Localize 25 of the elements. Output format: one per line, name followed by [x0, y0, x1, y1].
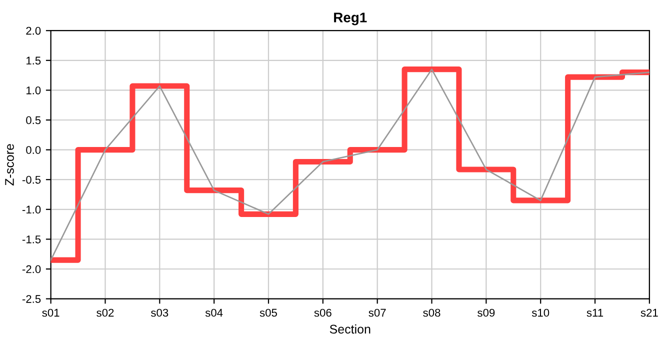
x-tick-label: s05	[260, 308, 277, 317]
x-tick-label: s03	[151, 308, 168, 317]
x-tick-label: s01	[42, 308, 60, 317]
y-tick-label: 2.0	[26, 26, 41, 35]
y-tick-label: -1.5	[22, 236, 41, 244]
chart-title: Reg1	[334, 12, 367, 26]
x-axis-title: Section	[330, 324, 370, 334]
x-tick-label: s06	[314, 308, 332, 317]
x-tick-label: s02	[96, 308, 114, 317]
x-tick-label: s09	[478, 308, 495, 317]
x-tick-label: s21	[640, 308, 658, 317]
y-axis-title: Z-score	[5, 144, 14, 186]
x-tick-label: s10	[532, 308, 550, 317]
y-tick-label: -0.5	[22, 176, 41, 184]
x-tick-label: s07	[368, 308, 386, 317]
y-tick-label: 1.0	[26, 86, 41, 94]
y-tick-label: 1.5	[26, 56, 41, 65]
x-tick-label: s04	[205, 308, 223, 317]
y-tick-label: 0.0	[26, 146, 41, 154]
x-tick-label: s08	[423, 308, 440, 317]
y-tick-label: -2.0	[22, 265, 41, 274]
y-tick-label: -2.5	[22, 295, 41, 303]
y-tick-label: -1.0	[22, 206, 41, 214]
y-tick-label: 0.5	[26, 116, 41, 124]
x-tick-label: s11	[586, 308, 604, 317]
